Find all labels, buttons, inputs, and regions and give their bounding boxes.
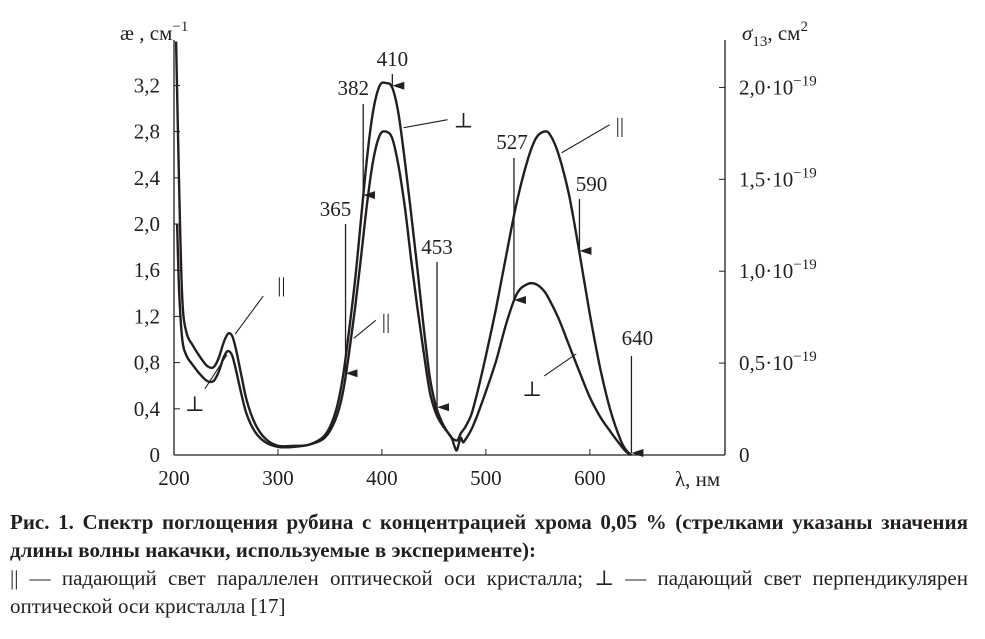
x-axis-title: λ, нм xyxy=(675,467,720,491)
arrow-label-382: 382 xyxy=(337,76,369,100)
y-tick-left-label: 0 xyxy=(150,443,161,467)
x-tick-label: 300 xyxy=(262,466,294,490)
curve-parallel xyxy=(174,41,633,456)
caption-regular: || — падающий свет параллелен оптической… xyxy=(10,566,968,618)
x-tick-label: 400 xyxy=(366,466,398,490)
spectrum-curves xyxy=(174,41,633,457)
y-tick-right-label: 2,0·10−19 xyxy=(739,73,817,99)
figure-caption: Рис. 1. Спектр поглощения рубина с конце… xyxy=(10,508,968,620)
arrow-label-410: 410 xyxy=(377,47,409,71)
curve-label: || xyxy=(382,309,390,333)
x-tick-label: 200 xyxy=(158,466,190,490)
x-tick-label: 600 xyxy=(574,466,606,490)
y-tick-left-label: 1,6 xyxy=(134,258,160,282)
curve-label-leader xyxy=(403,119,448,129)
y-tick-right-label: 0,5·10−19 xyxy=(739,349,817,375)
y-tick-right-label: 0 xyxy=(739,443,750,467)
y-tick-right-label: 1,0·10−19 xyxy=(739,257,817,283)
curve-label-leader xyxy=(561,124,610,154)
curve-label-leader xyxy=(204,354,228,390)
absorption-spectrum-chart: 200 300 400 500 600 0 0,4 0,8 1,2 1,6 2,0 2,4 2,8 3,2… xyxy=(120,19,817,491)
curve-label-leader xyxy=(234,295,264,335)
y-tick-left-label: 2,4 xyxy=(134,166,161,190)
y-tick-left-label: 2,0 xyxy=(134,212,160,236)
arrow-label-527: 527 xyxy=(496,130,528,154)
y-tick-right-label: 1,5·10−19 xyxy=(739,165,817,191)
arrow-label-590: 590 xyxy=(576,172,608,196)
curve-label-leader xyxy=(543,353,577,377)
arrow-label-453: 453 xyxy=(421,235,453,259)
curve-label: ⊥ xyxy=(185,392,205,416)
curve-label: || xyxy=(277,273,285,297)
arrow-label-640: 640 xyxy=(622,326,654,350)
x-tick-label: 500 xyxy=(470,466,502,490)
curve-perpendicular xyxy=(175,130,632,457)
curve-label: || xyxy=(616,114,624,138)
curve-label-leader xyxy=(353,319,377,339)
curve-label: ⊥ xyxy=(522,377,542,401)
curve-label: ⊥ xyxy=(454,109,474,133)
y-axis-right-title: σ13, см2 xyxy=(742,19,808,50)
y-axis-left-title: æ , см−1 xyxy=(120,19,188,45)
y-tick-left-label: 3,2 xyxy=(134,73,160,97)
pump-arrows: 410 382 365 453 527 590 640 xyxy=(320,47,654,457)
caption-bold: Рис. 1. Спектр поглощения рубина с конце… xyxy=(10,510,968,562)
curve-labels: || ⊥ ⊥ || || ⊥ xyxy=(185,109,624,416)
y-tick-left-label: 1,2 xyxy=(134,304,160,328)
arrow-label-365: 365 xyxy=(320,197,352,221)
y-tick-left-label: 2,8 xyxy=(134,120,160,144)
y-tick-left-label: 0,4 xyxy=(134,397,161,421)
axis-ticks: 200 300 400 500 600 0 0,4 0,8 1,2 1,6 2,0 2,4 2,8 3,2… xyxy=(134,73,817,490)
y-tick-left-label: 0,8 xyxy=(134,351,160,375)
